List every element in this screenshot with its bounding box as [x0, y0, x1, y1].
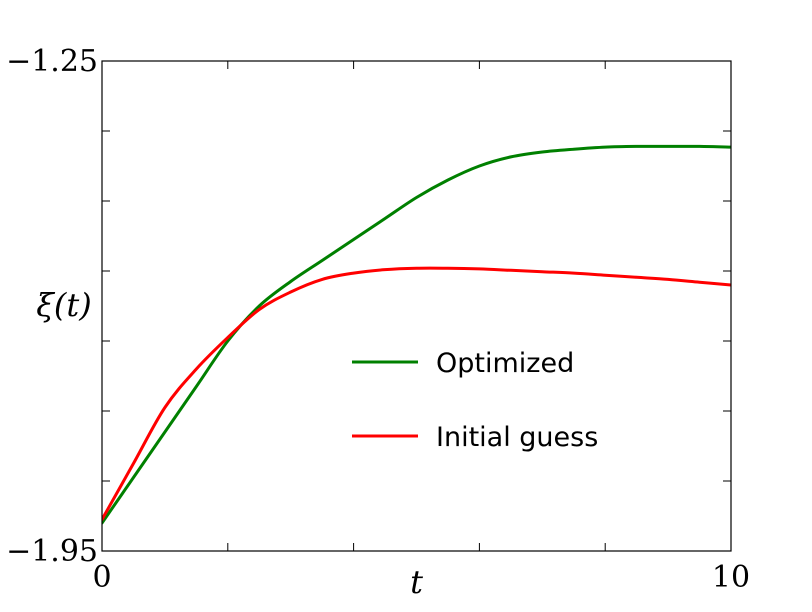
x-tick-label: 10: [712, 560, 750, 595]
x-axis-label: t: [410, 563, 423, 601]
series-line-optimized: [102, 144, 731, 525]
y-axis-label: ξ(t): [36, 286, 91, 324]
series-line-initial-guess: [102, 266, 731, 521]
legend-label-initial-guess: Initial guess: [436, 422, 598, 453]
legend-label-optimized: Optimized: [436, 348, 574, 379]
y-tick-label: −1.95: [6, 534, 98, 569]
y-tick-label: −1.25: [6, 44, 98, 79]
plot-frame: [101, 60, 732, 552]
x-tick-label: 0: [92, 560, 111, 595]
